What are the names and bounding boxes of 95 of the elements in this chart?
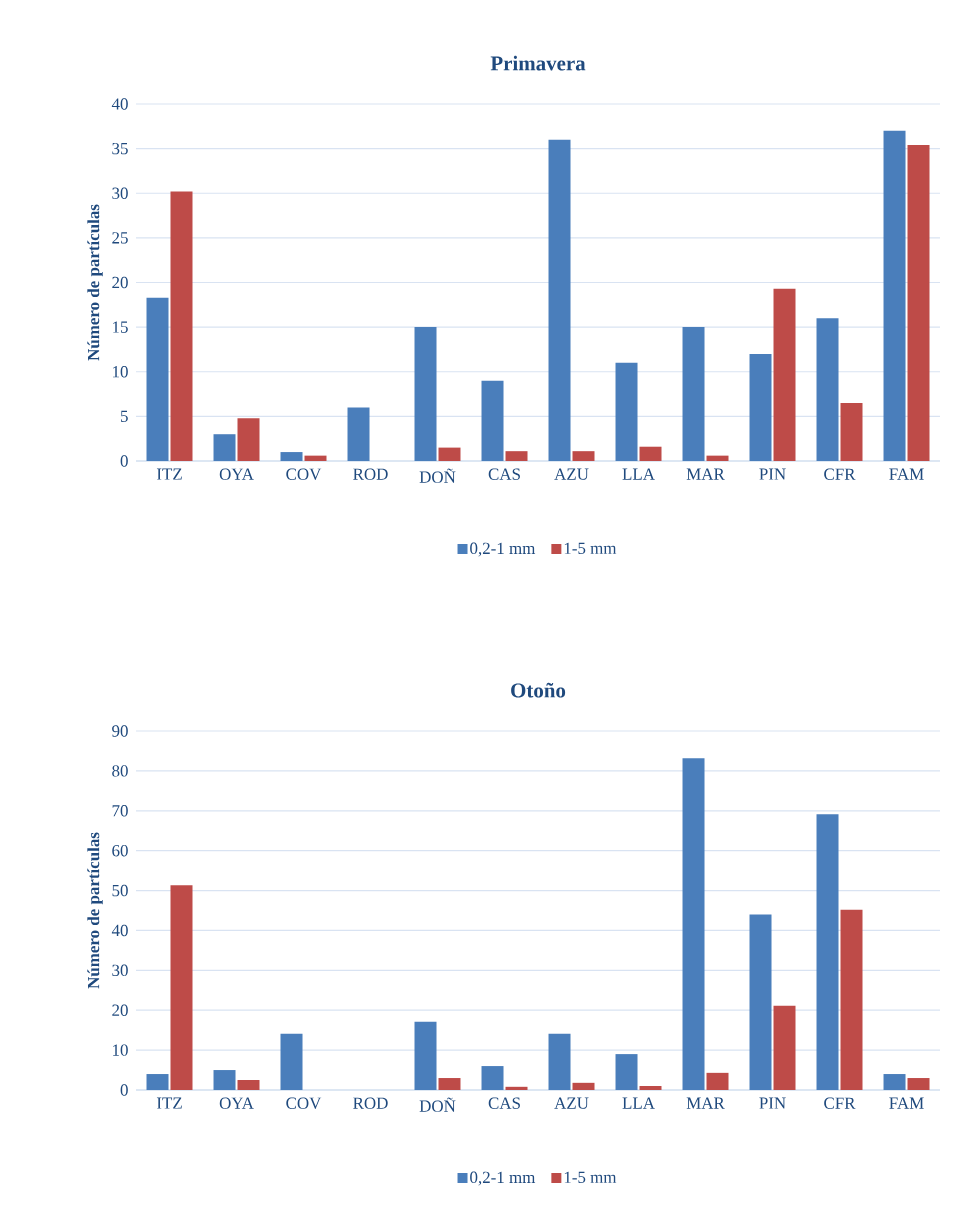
bar bbox=[170, 885, 193, 1090]
bar bbox=[572, 1082, 595, 1090]
x-tick-label: DOÑ bbox=[419, 1097, 456, 1112]
bar bbox=[773, 1005, 796, 1090]
y-tick-label: 35 bbox=[112, 142, 128, 155]
x-tick-label: ROD bbox=[353, 468, 388, 480]
bar bbox=[883, 130, 906, 461]
chart-title: Otoño bbox=[511, 682, 566, 698]
y-tick-label: 30 bbox=[112, 964, 128, 977]
x-tick-label: PIN bbox=[759, 1097, 786, 1109]
bar bbox=[816, 318, 839, 461]
bar bbox=[347, 407, 370, 461]
bar bbox=[548, 139, 571, 461]
bar bbox=[706, 1072, 729, 1090]
bar bbox=[615, 1054, 638, 1090]
y-tick-label: 90 bbox=[112, 725, 128, 737]
x-tick-label: COV bbox=[286, 1097, 322, 1109]
legend-label: 0,2-1 mm bbox=[470, 542, 536, 557]
bar bbox=[816, 814, 839, 1090]
bar bbox=[548, 1033, 571, 1090]
y-tick-label: 0 bbox=[120, 1084, 128, 1096]
bar bbox=[237, 1080, 260, 1090]
bar bbox=[304, 455, 327, 461]
x-tick-label: LLA bbox=[622, 1097, 655, 1109]
x-tick-label: OYA bbox=[219, 1097, 254, 1109]
y-axis-title: Número de partículas bbox=[87, 832, 103, 989]
bar bbox=[572, 451, 595, 461]
x-tick-label: MAR bbox=[686, 1097, 725, 1109]
y-tick-label: 40 bbox=[111, 924, 128, 937]
bar bbox=[907, 1078, 930, 1090]
y-tick-label: 10 bbox=[113, 366, 128, 378]
bar bbox=[907, 145, 930, 461]
bar bbox=[749, 353, 772, 461]
bar bbox=[883, 1074, 906, 1090]
x-tick-label: MAR bbox=[686, 468, 725, 480]
x-tick-label: FAM bbox=[889, 1097, 924, 1109]
bar bbox=[773, 288, 796, 461]
y-tick-label: 80 bbox=[112, 765, 128, 777]
bar bbox=[213, 434, 236, 461]
bar bbox=[749, 914, 772, 1090]
bar bbox=[280, 452, 303, 461]
legend-label: 0,2-1 mm bbox=[470, 1171, 536, 1186]
y-tick-label: 25 bbox=[112, 232, 128, 244]
bar bbox=[840, 402, 863, 461]
bar bbox=[505, 451, 528, 461]
bar bbox=[414, 1021, 437, 1090]
bar bbox=[615, 362, 638, 461]
x-tick-label: PIN bbox=[759, 468, 786, 480]
bar bbox=[840, 909, 863, 1090]
bar bbox=[505, 1086, 528, 1090]
y-tick-label: 60 bbox=[112, 844, 128, 857]
legend-label: 1-5 mm bbox=[564, 542, 617, 555]
bar bbox=[639, 446, 662, 461]
legend-label: 1-5 mm bbox=[564, 1171, 617, 1184]
bar bbox=[682, 758, 705, 1090]
y-tick-label: 40 bbox=[111, 98, 128, 110]
bar bbox=[682, 327, 705, 461]
y-tick-label: 20 bbox=[112, 1004, 128, 1016]
x-tick-label: CFR bbox=[824, 1097, 856, 1109]
x-tick-label: AZU bbox=[554, 468, 589, 480]
bar bbox=[639, 1086, 662, 1090]
bar bbox=[280, 1033, 303, 1090]
x-tick-label: FAM bbox=[889, 468, 924, 480]
x-tick-label: COV bbox=[286, 468, 322, 480]
bar bbox=[481, 1066, 504, 1090]
bar bbox=[213, 1070, 236, 1090]
y-tick-label: 50 bbox=[112, 884, 128, 897]
x-tick-label: CAS bbox=[488, 1097, 520, 1109]
y-tick-label: 70 bbox=[112, 805, 128, 817]
bar bbox=[706, 455, 729, 461]
y-tick-label: 30 bbox=[112, 187, 128, 199]
bar bbox=[481, 380, 504, 461]
y-tick-label: 0 bbox=[120, 455, 128, 467]
bar bbox=[438, 1078, 461, 1090]
x-tick-label: CAS bbox=[488, 468, 520, 480]
bar bbox=[146, 297, 169, 461]
bar bbox=[237, 418, 260, 461]
y-tick-label: 20 bbox=[112, 276, 128, 289]
y-tick-label: 10 bbox=[113, 1044, 128, 1056]
bar bbox=[170, 191, 193, 461]
y-tick-label: 15 bbox=[113, 321, 128, 333]
bar bbox=[438, 447, 461, 461]
chart-title: Primavera bbox=[490, 55, 586, 71]
bar bbox=[414, 327, 437, 461]
x-tick-label: DOÑ bbox=[419, 468, 456, 483]
x-tick-label: ITZ bbox=[156, 1097, 182, 1109]
x-tick-label: LLA bbox=[622, 468, 655, 480]
x-tick-label: ROD bbox=[353, 1097, 388, 1109]
y-axis-title: Número de partículas bbox=[87, 204, 103, 361]
bar bbox=[146, 1074, 169, 1090]
x-tick-label: AZU bbox=[554, 1097, 589, 1109]
y-tick-label: 5 bbox=[121, 410, 128, 422]
x-tick-label: CFR bbox=[824, 468, 856, 480]
x-tick-label: OYA bbox=[219, 468, 254, 480]
x-tick-label: ITZ bbox=[156, 468, 182, 480]
